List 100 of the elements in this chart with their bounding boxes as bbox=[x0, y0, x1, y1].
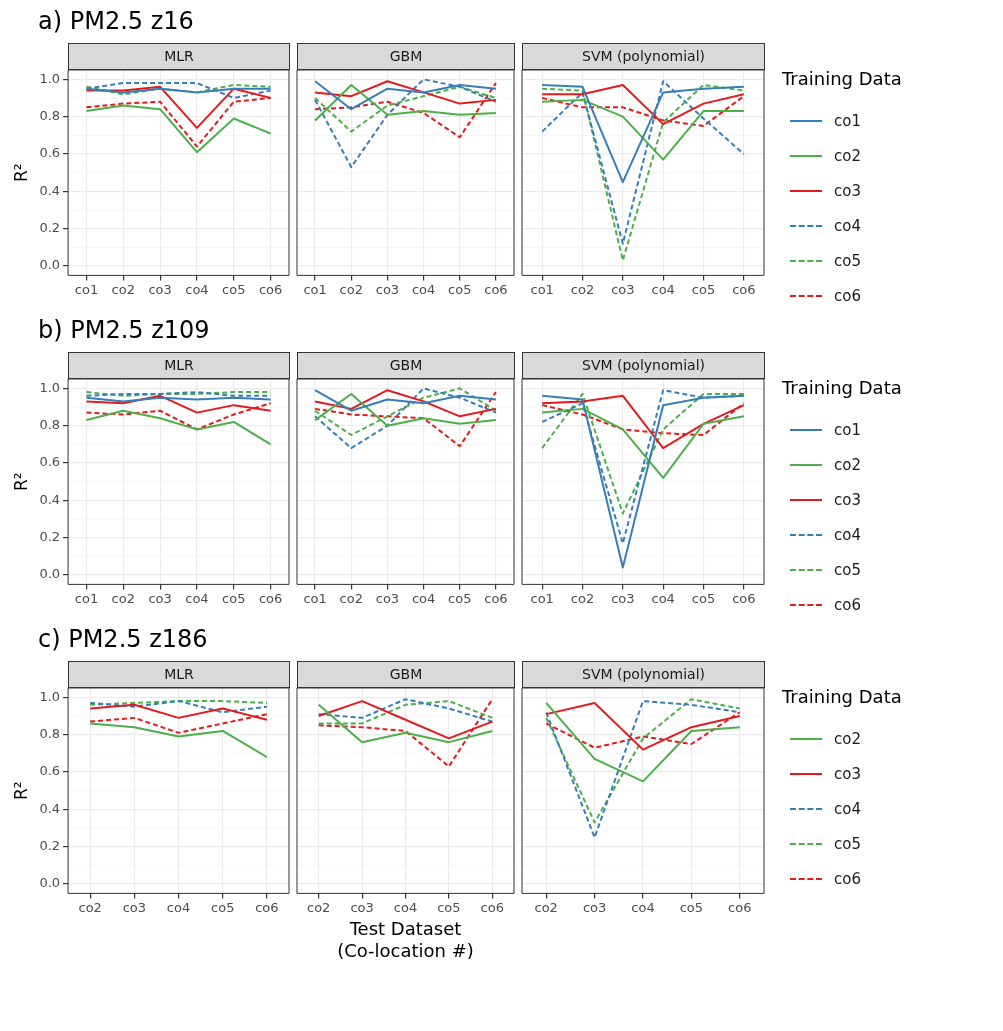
legend-label: co5 bbox=[834, 834, 861, 853]
x-tick-label: co2 bbox=[307, 899, 331, 915]
x-tick-label: co2 bbox=[339, 281, 363, 297]
x-tick-label: co5 bbox=[437, 899, 461, 915]
legend-label: co3 bbox=[834, 764, 861, 783]
x-tick-label: co5 bbox=[211, 899, 235, 915]
x-tick-label: co6 bbox=[258, 281, 283, 297]
chart-title: SVM (polynomial) bbox=[522, 43, 765, 70]
legend-label: co2 bbox=[834, 455, 861, 474]
legend-label: co4 bbox=[834, 799, 861, 818]
y-tick-label: 0.2 bbox=[39, 220, 61, 236]
y-tick-label: 0.8 bbox=[39, 726, 61, 742]
y-tick-label: 0.6 bbox=[39, 454, 61, 470]
legend-label: co1 bbox=[834, 420, 861, 439]
x-tick-label: co6 bbox=[732, 281, 756, 297]
x-tick-label: co3 bbox=[582, 899, 607, 915]
legend-title: Training Data bbox=[782, 68, 902, 89]
x-tick-label: co6 bbox=[728, 899, 752, 915]
x-tick-label: co2 bbox=[339, 590, 363, 606]
text: b) PM2.5 z109 bbox=[38, 316, 210, 344]
y-tick-label: 0.8 bbox=[39, 108, 61, 124]
chart-title: MLR bbox=[68, 352, 290, 379]
legend-label: co3 bbox=[834, 490, 861, 509]
y-tick-label: 0.4 bbox=[39, 491, 61, 507]
x-tick-label: co4 bbox=[185, 590, 209, 606]
x-tick-label: co1 bbox=[74, 590, 99, 606]
y-tick-label: 0.2 bbox=[39, 529, 61, 545]
x-tick-label: co2 bbox=[570, 590, 595, 606]
x-tick-label: co1 bbox=[303, 281, 327, 297]
text: a) PM2.5 z16 bbox=[38, 7, 194, 35]
y-tick-label: 0.6 bbox=[39, 763, 61, 779]
y-axis-title: R² bbox=[10, 472, 31, 492]
text: c) PM2.5 z186 bbox=[38, 625, 208, 653]
x-tick-label: co3 bbox=[611, 281, 635, 297]
x-tick-label: co1 bbox=[530, 590, 554, 606]
legend-label: co2 bbox=[834, 146, 861, 165]
y-tick-label: 1.0 bbox=[39, 379, 61, 395]
y-axis-title: R² bbox=[10, 163, 31, 183]
x-tick-label: co2 bbox=[111, 590, 135, 606]
y-tick-label: 0.4 bbox=[39, 800, 61, 816]
chart-title: SVM (polynomial) bbox=[522, 661, 765, 688]
x-tick-label: co3 bbox=[375, 281, 400, 297]
legend-label: co2 bbox=[834, 729, 861, 748]
legend-title: Training Data bbox=[782, 377, 902, 398]
x-tick-label: co2 bbox=[78, 899, 102, 915]
x-tick-label: co4 bbox=[651, 590, 675, 606]
x-tick-label: co4 bbox=[411, 590, 436, 606]
x-tick-label: co5 bbox=[448, 590, 472, 606]
x-tick-label: co1 bbox=[303, 590, 327, 606]
y-tick-label: 1.0 bbox=[39, 70, 61, 86]
x-tick-label: co5 bbox=[679, 899, 704, 915]
chart-title: SVM (polynomial) bbox=[522, 352, 765, 379]
x-tick-label: co3 bbox=[148, 281, 172, 297]
chart-title: GBM bbox=[297, 43, 515, 70]
x-tick-label: co5 bbox=[222, 590, 246, 606]
x-tick-label: co2 bbox=[111, 281, 135, 297]
x-tick-label: co6 bbox=[255, 899, 279, 915]
x-tick-label: co6 bbox=[484, 281, 508, 297]
legend-label: co3 bbox=[834, 181, 861, 200]
x-tick-label: co3 bbox=[148, 590, 172, 606]
x-tick-label: co4 bbox=[185, 281, 209, 297]
x-tick-label: co3 bbox=[122, 899, 147, 915]
y-tick-label: 0.0 bbox=[39, 875, 61, 891]
y-tick-label: 0.6 bbox=[39, 145, 61, 161]
chart-title: MLR bbox=[68, 43, 290, 70]
chart-title: GBM bbox=[297, 352, 515, 379]
legend-label: co4 bbox=[834, 525, 861, 544]
y-axis-title: R² bbox=[10, 781, 31, 801]
line-series bbox=[89, 700, 268, 714]
x-axis-title: Test Dataset (Co-location #) bbox=[336, 918, 475, 962]
y-tick-label: 0.8 bbox=[39, 417, 61, 433]
legend-label: co4 bbox=[834, 216, 861, 235]
x-tick-label: co4 bbox=[393, 899, 418, 915]
y-tick-label: 0.0 bbox=[39, 566, 61, 582]
x-tick-label: co5 bbox=[691, 281, 716, 297]
y-tick-label: 0.4 bbox=[39, 182, 61, 198]
legend-label: co5 bbox=[834, 251, 861, 270]
x-tick-label: co4 bbox=[631, 899, 655, 915]
chart-title: GBM bbox=[297, 661, 515, 688]
legend-title: Training Data bbox=[782, 686, 902, 707]
x-tick-label: co3 bbox=[611, 590, 635, 606]
x-tick-label: co1 bbox=[530, 281, 554, 297]
x-tick-label: co4 bbox=[411, 281, 436, 297]
x-tick-label: co4 bbox=[166, 899, 191, 915]
x-tick-label: co6 bbox=[258, 590, 283, 606]
x-tick-label: co1 bbox=[74, 281, 99, 297]
x-tick-label: co2 bbox=[534, 899, 558, 915]
legend-label: co1 bbox=[834, 111, 861, 130]
x-tick-label: co6 bbox=[732, 590, 756, 606]
x-tick-label: co5 bbox=[691, 590, 716, 606]
y-tick-label: 1.0 bbox=[39, 688, 61, 704]
chart-title: MLR bbox=[68, 661, 290, 688]
x-tick-label: co6 bbox=[484, 590, 508, 606]
y-tick-label: 0.2 bbox=[39, 838, 61, 854]
legend-label: co5 bbox=[834, 560, 861, 579]
x-tick-label: co5 bbox=[222, 281, 246, 297]
y-tick-label: 0.0 bbox=[39, 257, 61, 273]
x-tick-label: co2 bbox=[570, 281, 595, 297]
x-tick-label: co3 bbox=[350, 899, 374, 915]
x-tick-label: co4 bbox=[651, 281, 675, 297]
